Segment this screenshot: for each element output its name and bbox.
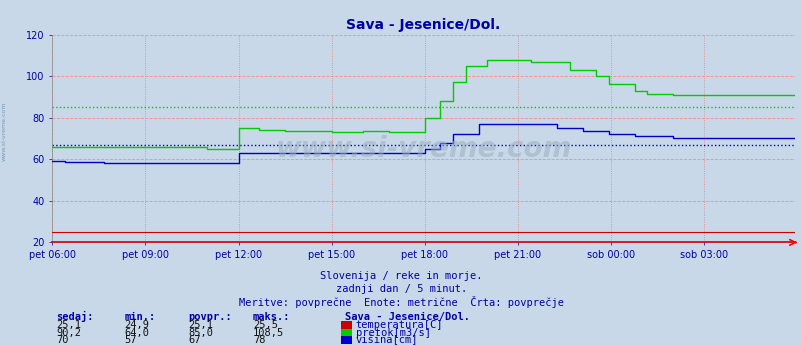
Text: povpr.:: povpr.: <box>188 312 232 322</box>
Text: 78: 78 <box>253 335 265 345</box>
Text: Slovenija / reke in morje.: Slovenija / reke in morje. <box>320 271 482 281</box>
Text: maks.:: maks.: <box>253 312 290 322</box>
Title: Sava - Jesenice/Dol.: Sava - Jesenice/Dol. <box>346 18 500 32</box>
Text: Sava - Jesenice/Dol.: Sava - Jesenice/Dol. <box>345 312 470 322</box>
Text: 24,9: 24,9 <box>124 320 149 330</box>
Text: 108,5: 108,5 <box>253 328 284 338</box>
Text: www.si-vreme.com: www.si-vreme.com <box>2 102 6 161</box>
Text: Meritve: povprečne  Enote: metrične  Črta: povprečje: Meritve: povprečne Enote: metrične Črta:… <box>239 296 563 308</box>
Text: zadnji dan / 5 minut.: zadnji dan / 5 minut. <box>335 284 467 294</box>
Text: 64,0: 64,0 <box>124 328 149 338</box>
Text: 25,1: 25,1 <box>56 320 81 330</box>
Text: 85,0: 85,0 <box>188 328 213 338</box>
Text: sedaj:: sedaj: <box>56 311 94 322</box>
Text: min.:: min.: <box>124 312 156 322</box>
Text: 67: 67 <box>188 335 201 345</box>
Text: 70: 70 <box>56 335 69 345</box>
Text: 90,2: 90,2 <box>56 328 81 338</box>
Text: 25,1: 25,1 <box>188 320 213 330</box>
Text: pretok[m3/s]: pretok[m3/s] <box>355 328 430 338</box>
Text: višina[cm]: višina[cm] <box>355 335 418 345</box>
Text: 57: 57 <box>124 335 137 345</box>
Text: temperatura[C]: temperatura[C] <box>355 320 443 330</box>
Text: 25,5: 25,5 <box>253 320 277 330</box>
Text: www.si-vreme.com: www.si-vreme.com <box>275 135 571 163</box>
